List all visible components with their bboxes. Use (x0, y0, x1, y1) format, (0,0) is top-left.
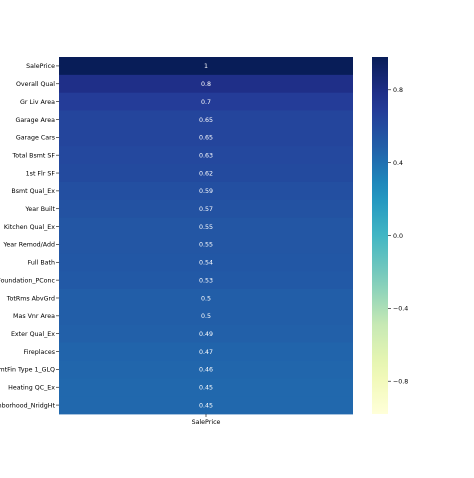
heatmap-cell (59, 164, 353, 183)
heatmap-cell (59, 289, 353, 308)
cell-value-label: 0.65 (199, 135, 213, 142)
y-tick-label: Gr Liv Area (20, 99, 55, 106)
heatmap-cell (59, 74, 353, 94)
heatmap-cell (59, 181, 353, 201)
y-tick-label: Garage Cars (16, 135, 55, 142)
heatmap-cell (59, 378, 353, 397)
heatmap-cell (59, 271, 353, 290)
cell-value-label: 0.63 (199, 152, 213, 159)
y-tick-label: BsmtFin Type 1_GLQ (0, 367, 55, 374)
cell-value-label: 0.7 (201, 99, 211, 106)
heatmap-cell (59, 360, 353, 379)
cell-value-label: 0.55 (199, 224, 213, 231)
cell-value-label: 1 (204, 63, 208, 70)
y-tick-label: Total Bsmt SF (11, 152, 55, 159)
y-tick-label: TotRms AbvGrd (6, 295, 55, 302)
y-tick-label: Heating QC_Ex (8, 385, 55, 392)
cell-value-label: 0.8 (201, 81, 211, 88)
heatmap-cell (59, 342, 353, 361)
heatmap-cell (59, 92, 353, 111)
cell-value-label: 0.5 (201, 313, 211, 320)
y-tick-label: Garage Area (15, 117, 55, 124)
colorbar-tick-label: 0.4 (393, 160, 403, 167)
y-tick-label: Overall Qual (16, 81, 55, 88)
heatmap-cell (59, 57, 353, 76)
cell-value-label: 0.47 (199, 349, 213, 356)
cell-value-label: 0.54 (199, 260, 213, 267)
colorbar-tick-label: −0.4 (393, 306, 408, 313)
cell-value-label: 0.5 (201, 295, 211, 302)
y-tick-label: Foundation_PConc (0, 277, 56, 284)
colorbar-tick-label: −0.8 (393, 379, 408, 386)
cell-value-label: 0.62 (199, 170, 213, 177)
y-tick-label: Fireplaces (24, 349, 55, 356)
cell-value-label: 0.65 (199, 117, 213, 124)
colorbar-tick-label: 0.0 (393, 233, 403, 240)
heatmap-cell (59, 235, 353, 254)
y-tick-label: Neighborhood_NridgHt (0, 402, 56, 409)
heatmap-cell (59, 396, 353, 415)
colorbar (372, 57, 388, 414)
cell-value-label: 0.53 (199, 277, 213, 284)
y-tick-label: SalePrice (26, 63, 55, 70)
y-tick-label: Exter Qual_Ex (11, 331, 55, 338)
cell-value-label: 0.57 (199, 206, 213, 213)
cell-value-label: 0.59 (199, 188, 213, 195)
heatmap-cell (59, 253, 353, 272)
cell-value-label: 0.45 (199, 402, 213, 409)
y-tick-label: Mas Vnr Area (13, 313, 55, 320)
cell-value-label: 0.45 (199, 385, 213, 392)
cell-value-label: 0.55 (199, 242, 213, 249)
y-tick-label: Kitchen Qual_Ex (4, 224, 55, 231)
y-tick-label: Year Remod/Add (2, 242, 55, 249)
heatmap-cell (59, 199, 353, 219)
heatmap-cell (59, 306, 353, 326)
heatmap-cell (59, 128, 353, 147)
y-tick-label: 1st Flr SF (26, 170, 56, 177)
colorbar-tick-label: 0.8 (393, 87, 403, 94)
heatmap-cell (59, 110, 353, 129)
heatmap-cell (59, 146, 353, 165)
y-tick-label: Full Bath (28, 260, 55, 267)
heatmap-cell (59, 217, 353, 236)
x-tick-label: SalePrice (192, 419, 221, 426)
cell-value-label: 0.49 (199, 331, 213, 338)
heatmap-cell (59, 324, 353, 343)
y-tick-label: Year Built (24, 206, 55, 213)
y-tick-label: Bsmt Qual_Ex (11, 188, 55, 195)
cell-value-label: 0.46 (199, 367, 213, 374)
